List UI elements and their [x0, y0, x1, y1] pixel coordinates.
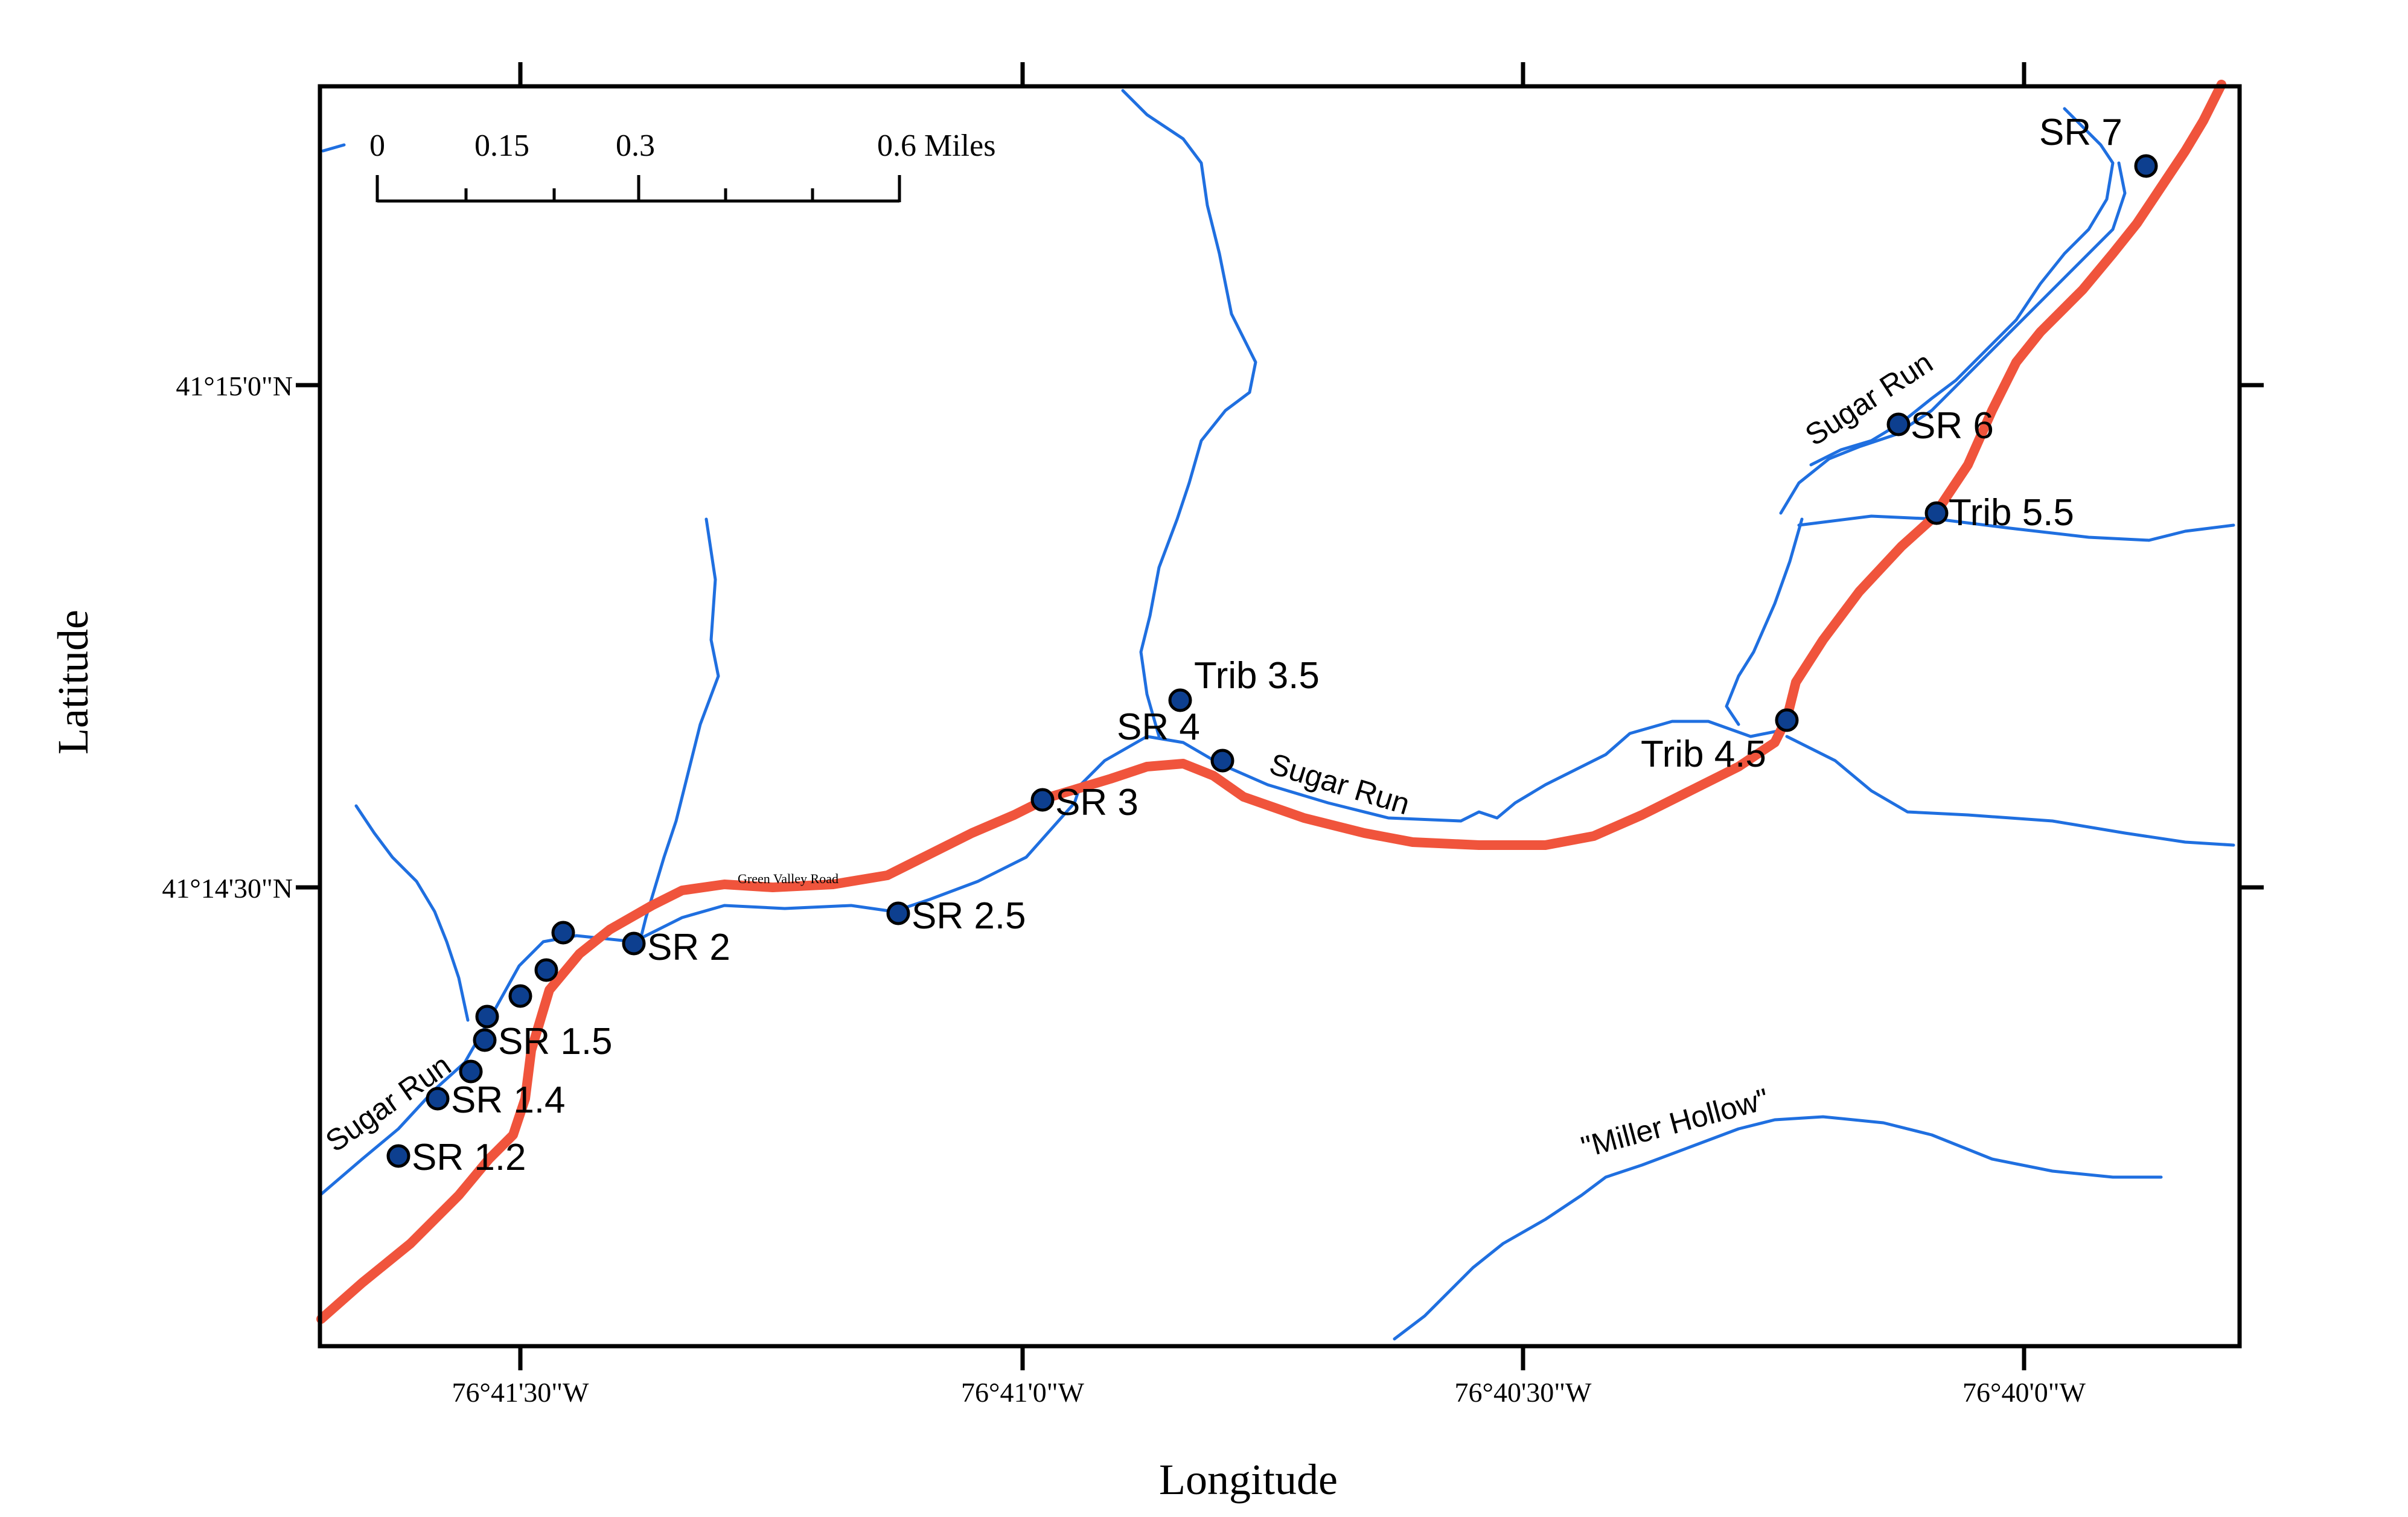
scale-label-015: 0.15	[474, 129, 529, 163]
site-marker-sr-1-2[interactable]	[386, 1144, 410, 1168]
site-label-sr-1-2: SR 1.2	[412, 1137, 526, 1178]
x-tick-label: 76°41'0"W	[961, 1377, 1084, 1408]
stream-sr7-branch	[1809, 107, 2115, 467]
road-label: Green Valley Road	[738, 871, 838, 886]
x-tick-labels: 76°41'30"W 76°41'0"W 76°40'30"W 76°40'0"…	[452, 1377, 2086, 1408]
stream-east-lower	[1785, 735, 2235, 847]
site-marker-sr-1-6[interactable]	[475, 1004, 499, 1029]
site-labels: SR 1.2 SR 1.4 SR 1.5 SR 2 SR 2.5 SR 3 SR…	[412, 112, 2122, 1178]
site-marker-sr-2[interactable]	[622, 931, 646, 956]
site-marker-sr-7[interactable]	[2134, 154, 2158, 178]
site-marker-trib-3-5[interactable]	[1168, 688, 1192, 712]
site-marker-sr-1-7[interactable]	[508, 984, 532, 1008]
site-label-sr-2: SR 2	[647, 927, 730, 968]
site-label-sr-6: SR 6	[1911, 405, 1994, 447]
site-label-trib-4-5: Trib 4.5	[1641, 733, 1766, 775]
scale-label-06-miles: 0.6 Miles	[877, 129, 995, 163]
stream-north-tributary-sr2	[638, 517, 720, 944]
site-label-sr-4: SR 4	[1117, 706, 1200, 748]
stream-stub-top-left	[321, 143, 346, 153]
site-label-trib-3-5: Trib 3.5	[1194, 655, 1320, 697]
map-frame	[318, 84, 2242, 1349]
x-tick-label: 76°41'30"W	[452, 1377, 589, 1408]
scale-label-0: 0	[369, 129, 385, 163]
stream-north-tributary-center	[1121, 89, 1257, 738]
site-marker-sr-1-4[interactable]	[426, 1087, 450, 1111]
site-marker-sr-6[interactable]	[1886, 412, 1911, 436]
y-axis-title: Latitude	[49, 610, 97, 755]
stream-trib-5-5-east	[1797, 514, 2235, 542]
site-label-sr-7: SR 7	[2039, 112, 2122, 153]
site-marker-trib-5-5[interactable]	[1924, 501, 1949, 525]
y-tick-label: 41°15'0"N	[176, 371, 293, 401]
axis-ticks	[296, 62, 2264, 1370]
site-marker-sr-1-8[interactable]	[534, 958, 558, 982]
scale-bar: 0 0.15 0.3 0.6 Miles	[369, 129, 995, 203]
site-label-sr-3: SR 3	[1055, 782, 1139, 823]
site-markers	[386, 154, 2158, 1168]
stream-west-tributary	[354, 804, 470, 1022]
stream-sugar-run-main	[318, 720, 1783, 1197]
x-tick-label: 76°40'30"W	[1455, 1377, 1592, 1408]
site-marker-sr-1-45[interactable]	[459, 1059, 483, 1084]
road-green-valley	[316, 80, 2226, 1324]
site-label-sr-1-4: SR 1.4	[451, 1079, 566, 1121]
stream-network	[318, 89, 2235, 1341]
site-marker-sr-1-9[interactable]	[551, 921, 575, 945]
site-marker-sr-2-5[interactable]	[886, 901, 910, 925]
site-label-trib-5-5: Trib 5.5	[1949, 492, 2074, 534]
stream-sugar-run-ne-upper	[1779, 161, 2127, 515]
scale-label-03: 0.3	[616, 129, 655, 163]
y-tick-labels: 41°15'0"N 41°14'30"N	[162, 371, 293, 904]
site-marker-sr-1-5[interactable]	[473, 1028, 497, 1052]
stream-miller-hollow	[1393, 1115, 2163, 1341]
site-marker-sr-4[interactable]	[1210, 749, 1234, 773]
stream-trib-4-5	[1725, 517, 1804, 726]
site-label-sr-1-5: SR 1.5	[498, 1021, 613, 1062]
site-marker-sr-3[interactable]	[1030, 788, 1055, 812]
y-tick-label: 41°14'30"N	[162, 873, 293, 904]
site-marker-trib-4-5[interactable]	[1775, 708, 1799, 732]
x-axis-title: Longitude	[1159, 1455, 1338, 1504]
site-label-sr-2-5: SR 2.5	[912, 895, 1026, 937]
x-tick-label: 76°40'0"W	[1962, 1377, 2086, 1408]
